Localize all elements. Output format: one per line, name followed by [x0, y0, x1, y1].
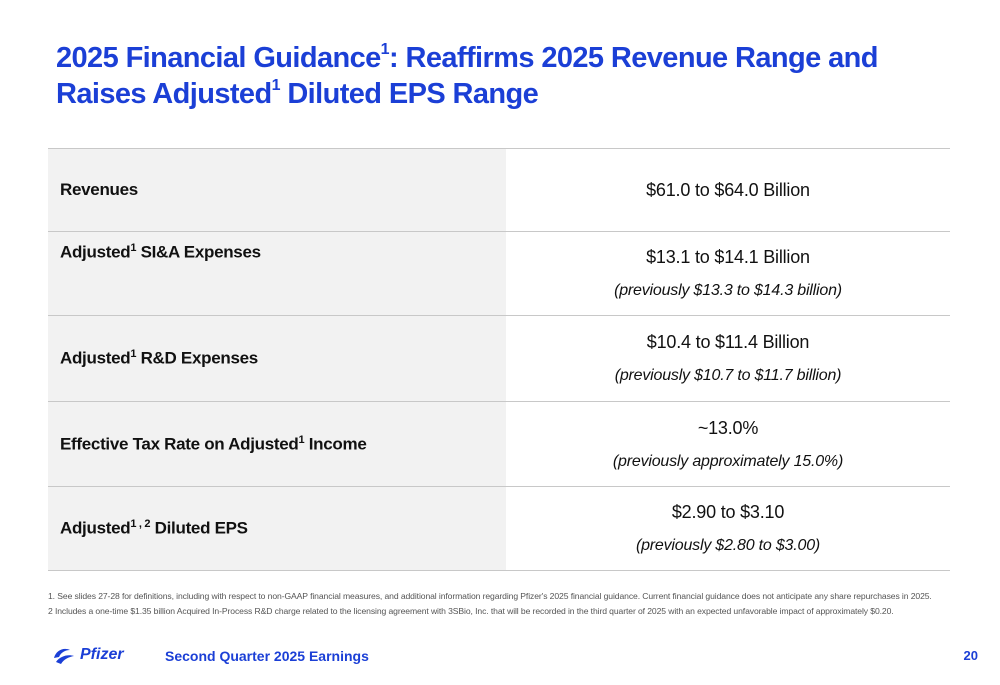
previous-value: (previously $2.80 to $3.00) [635, 537, 821, 554]
previous-value: (previously $10.7 to $11.7 billion) [614, 367, 842, 384]
row-label: Revenues [48, 148, 506, 232]
row-label: Adjusted1 , 2 Diluted EPS [48, 486, 506, 571]
row-value: $13.1 to $14.1 Billion (previously $13.3 … [506, 231, 950, 316]
logo-text: Pfizer [80, 646, 124, 663]
table-row: Revenues $61.0 to $64.0 Billion [48, 148, 950, 232]
page-number: 20 [963, 648, 978, 663]
row-label: Adjusted1 SI&A Expenses [48, 231, 506, 316]
table-row: Adjusted1 R&D Expenses $10.4 to $11.4 Bi… [48, 315, 950, 402]
footnote: 2 Includes a one-time $1.35 billion Acqu… [48, 606, 894, 616]
table-row: Effective Tax Rate on Adjusted1 Income ~… [48, 401, 950, 487]
footnotes: 1. See slides 27-28 for definitions, inc… [48, 589, 948, 619]
row-label: Adjusted1 R&D Expenses [48, 315, 506, 402]
row-value: ~13.0% (previously approximately 15.0%) [506, 401, 950, 487]
row-value: $10.4 to $11.4 Billion (previously $10.7 … [506, 315, 950, 402]
page-title: 2025 Financial Guidance1: Reaffirms 2025… [56, 41, 878, 110]
row-value: $2.90 to $3.10 (previously $2.80 to $3.00… [506, 486, 950, 571]
pfizer-logo-icon [54, 648, 74, 664]
table-row: Adjusted1 , 2 Diluted EPS $2.90 to $3.10… [48, 486, 950, 571]
footer-title: Second Quarter 2025 Earnings [165, 648, 369, 664]
previous-value: (previously $13.3 to $14.3 billion) [614, 282, 842, 299]
guidance-table: Revenues $61.0 to $64.0 Billion Adjusted… [48, 148, 950, 571]
previous-value: (previously approximately 15.0%) [612, 452, 844, 470]
table-row: Adjusted1 SI&A Expenses $13.1 to $14.1 B… [48, 231, 950, 316]
footnote: 1. See slides 27-28 for definitions, inc… [48, 591, 932, 601]
row-value: $61.0 to $64.0 Billion [506, 148, 950, 232]
row-label: Effective Tax Rate on Adjusted1 Income [48, 401, 506, 487]
